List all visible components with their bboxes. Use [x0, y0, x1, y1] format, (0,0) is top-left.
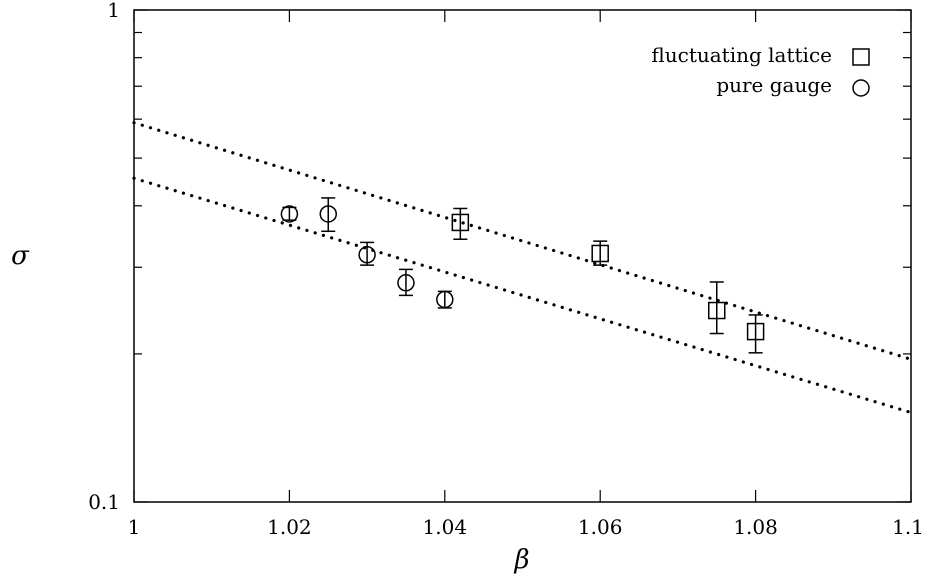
fit-lines	[132, 121, 913, 415]
fit-line-2	[132, 176, 913, 415]
fluctuating-lattice-point-3	[708, 281, 726, 335]
square-marker	[451, 213, 470, 232]
pure-gauge-point-4	[397, 268, 415, 297]
x-tick-label-1.1: 1.1	[892, 515, 924, 539]
x-tick-label-1: 1	[128, 515, 141, 539]
x-tick-label-1.08: 1.08	[733, 515, 778, 539]
circle-marker	[436, 290, 454, 309]
legend-label-fluctuating-lattice: fluctuating lattice	[651, 43, 832, 67]
circle-marker	[358, 246, 376, 264]
square-marker	[708, 301, 726, 320]
square-marker	[746, 322, 765, 341]
x-tick-label-1.06: 1.06	[578, 515, 623, 539]
legend-circle-marker	[852, 79, 870, 97]
pure-gauge-point-5	[436, 290, 454, 309]
circle-marker	[319, 205, 337, 223]
x-tick-label-1.02: 1.02	[267, 515, 312, 539]
circle-marker	[397, 274, 415, 292]
fit-line-1	[132, 121, 913, 361]
data-points	[280, 197, 765, 354]
y-tick-label-0.1: 0.1	[88, 490, 120, 514]
fluctuating-lattice-point-2	[591, 240, 609, 266]
x-ticks	[133, 10, 912, 502]
x-axis-title: β	[513, 545, 529, 575]
y-axis-title: σ	[11, 241, 30, 271]
fluctuating-lattice-point-4	[746, 314, 765, 354]
plot-frame	[133, 9, 912, 503]
pure-gauge-point-2	[319, 197, 337, 233]
fluctuating-lattice-point-1	[451, 207, 470, 241]
y-ticks	[134, 9, 911, 503]
y-tick-label-1: 1	[107, 0, 120, 22]
square-marker	[591, 244, 609, 263]
pure-gauge-point-3	[358, 241, 376, 266]
legend-label-pure-gauge: pure gauge	[716, 73, 832, 97]
legend-square-marker	[852, 48, 870, 66]
pure-gauge-point-1	[280, 205, 299, 223]
legend: fluctuating lattice pure gauge	[651, 43, 870, 97]
circle-marker	[280, 205, 299, 223]
x-tick-label-1.04: 1.04	[423, 515, 468, 539]
